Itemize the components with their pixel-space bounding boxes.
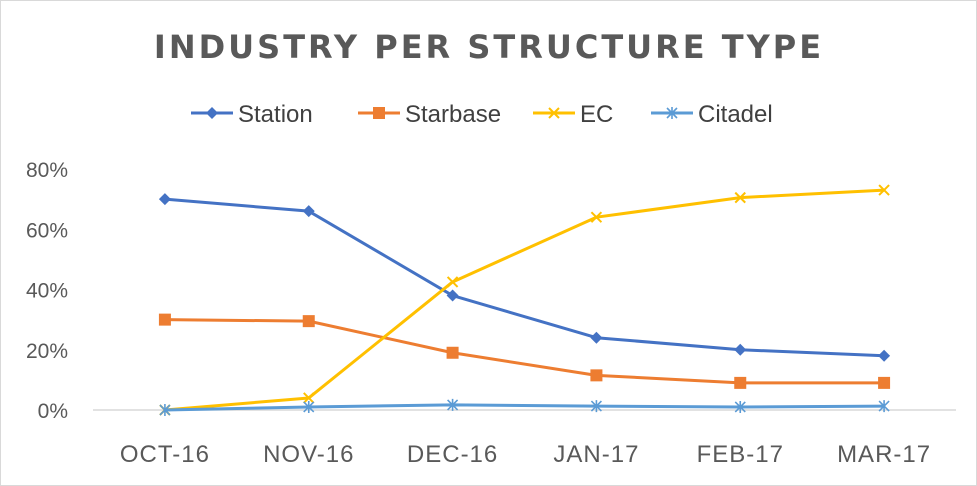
series-starbase	[158, 313, 891, 389]
data-point-starbase	[158, 313, 171, 326]
data-point-ec	[734, 191, 746, 204]
legend-label-ec: EC	[580, 101, 613, 128]
data-point-starbase	[446, 346, 459, 359]
data-point-station	[878, 349, 891, 362]
legend-item-station: Station	[191, 101, 313, 128]
y-tick-label: 80%	[26, 159, 68, 182]
data-point-citadel	[878, 400, 890, 413]
data-point-starbase	[590, 369, 603, 382]
data-point-station	[590, 331, 603, 344]
series-line-ec	[164, 188, 885, 412]
legend-marker-ec	[548, 107, 560, 119]
legend-marker-starbase	[373, 107, 385, 119]
x-tick-label: DEC-16	[407, 441, 498, 468]
data-point-citadel	[590, 400, 602, 413]
data-point-citadel	[734, 400, 746, 413]
plot-area	[158, 184, 891, 416]
data-point-station	[734, 343, 747, 356]
legend-label-station: Station	[238, 101, 313, 128]
y-tick-label: 0%	[38, 400, 68, 423]
series-ec	[159, 184, 890, 416]
y-tick-label: 40%	[26, 280, 68, 303]
legend-item-citadel: Citadel	[651, 101, 773, 128]
series-line-starbase	[164, 318, 885, 385]
data-point-ec	[303, 392, 315, 404]
data-point-citadel	[159, 404, 171, 416]
data-point-starbase	[878, 376, 891, 389]
data-point-starbase	[302, 315, 315, 328]
data-point-ec	[878, 184, 890, 196]
data-point-station	[158, 193, 171, 206]
x-tick-label: MAR-17	[837, 441, 931, 468]
y-axis: 0% 20% 40% 60% 80%	[26, 159, 68, 423]
x-axis: OCT-16 NOV-16 DEC-16 JAN-17 FEB-17 MAR-17	[93, 409, 956, 468]
y-tick-label: 20%	[26, 340, 68, 363]
x-tick-label: NOV-16	[263, 441, 354, 468]
data-point-citadel	[447, 398, 459, 411]
data-point-ec	[590, 211, 603, 223]
legend-label-citadel: Citadel	[698, 101, 773, 128]
legend-marker-citadel	[666, 107, 678, 119]
legend-item-ec: EC	[533, 101, 613, 128]
series-line-station	[164, 197, 885, 358]
series-line-citadel	[164, 403, 885, 412]
data-point-citadel	[303, 400, 315, 413]
legend-marker-station	[206, 107, 218, 119]
data-point-starbase	[734, 376, 747, 389]
data-point-ec	[446, 276, 459, 288]
data-point-station	[446, 289, 459, 302]
legend-label-starbase: Starbase	[405, 101, 501, 128]
series-station	[158, 193, 891, 362]
data-point-station	[302, 205, 315, 218]
legend: Station Starbase EC Citadel	[191, 101, 773, 128]
x-tick-label: OCT-16	[120, 441, 210, 468]
x-tick-label: FEB-17	[697, 441, 784, 468]
x-tick-label: JAN-17	[553, 441, 639, 468]
legend-item-starbase: Starbase	[358, 101, 501, 128]
y-tick-label: 60%	[26, 219, 68, 242]
chart-title: INDUSTRY PER STRUCTURE TYPE	[154, 28, 824, 66]
series-citadel	[159, 398, 890, 416]
